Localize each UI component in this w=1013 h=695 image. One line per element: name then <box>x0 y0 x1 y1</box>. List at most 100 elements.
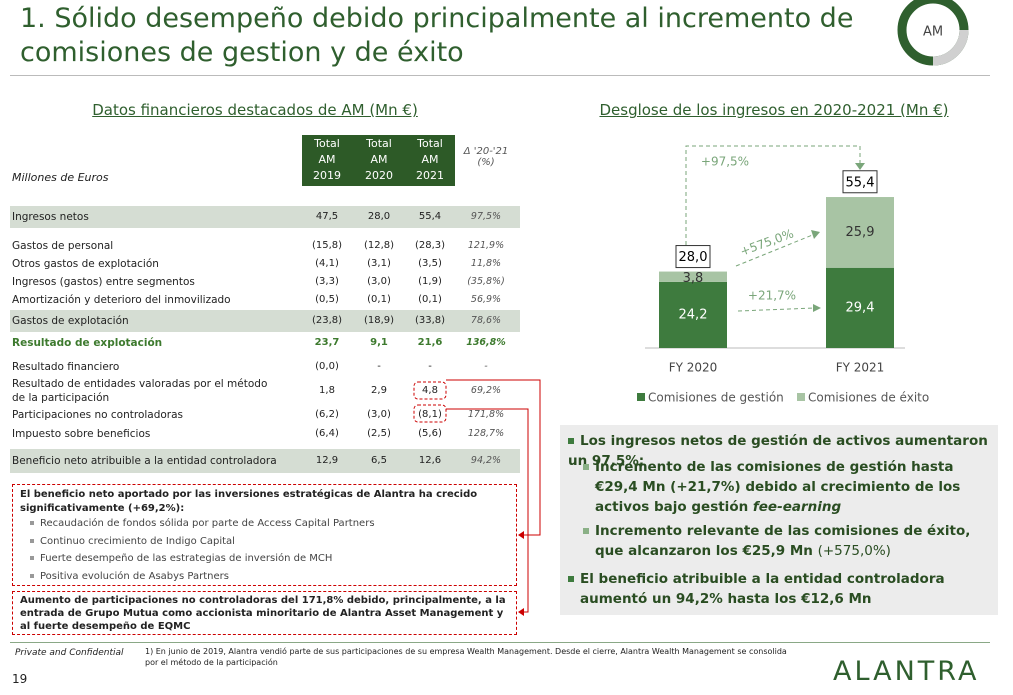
row-band <box>10 310 520 332</box>
cell: 4,8 <box>422 385 438 396</box>
row-label: Otros gastos de explotación <box>12 258 159 270</box>
cell: (0,0) <box>315 361 339 372</box>
annotation: +97,5% <box>701 155 749 169</box>
cell: 9,1 <box>370 337 388 348</box>
highlight-item: Incremento relevante de las comisiones d… <box>583 521 1000 561</box>
cell: (15,8) <box>311 240 343 251</box>
cell: (0,5) <box>315 294 339 305</box>
highlight-run: Incremento relevante de las comisiones d… <box>595 523 971 559</box>
row-label: Amortización y deterioro del inmovilizad… <box>12 294 231 306</box>
annotation: +21,7% <box>748 289 796 303</box>
table-title: Datos financieros destacados de AM (Mn €… <box>92 101 418 119</box>
bullet <box>30 538 34 543</box>
row-label: Beneficio neto atribuible a la entidad c… <box>12 455 277 467</box>
arrow-head <box>518 531 524 539</box>
delta-cell: 56,9% <box>470 294 502 305</box>
legend-label: Comisiones de éxito <box>808 391 929 405</box>
delta-cell: 94,2% <box>470 455 502 466</box>
cell: 2,9 <box>371 385 387 396</box>
cell: 47,5 <box>315 211 339 222</box>
delta-header: Δ '20-'21 (%) <box>463 146 509 168</box>
bar-segment <box>826 197 894 268</box>
delta-cell: (35,8%) <box>467 276 505 287</box>
cell: (3,1) <box>367 258 391 269</box>
row-label: Ingresos netos <box>12 211 89 223</box>
cell: 1,8 <box>319 385 335 396</box>
total-box <box>842 170 878 194</box>
delta-cell: 136,8% <box>466 337 506 348</box>
cell: (6,4) <box>315 428 339 439</box>
highlight: El beneficio atribuible a la entidad con… <box>568 569 1005 609</box>
cell: 28,0 <box>367 211 391 222</box>
highlight-circle <box>413 381 447 400</box>
note-item-text: Fuerte desempeño de las estrategias de i… <box>40 553 333 564</box>
note-item: Positiva evolución de Asabys Partners <box>30 570 510 584</box>
cell: (23,8) <box>311 315 343 326</box>
cell: - <box>377 361 381 372</box>
note-box <box>12 484 517 586</box>
arrow-head <box>811 230 820 239</box>
cell: 6,5 <box>371 455 387 466</box>
cell: 12,6 <box>418 455 442 466</box>
total-box <box>675 245 711 269</box>
column-header: Total AM 2021 <box>416 137 444 182</box>
arrow-head <box>813 304 821 312</box>
highlight-item: Incremento de las comisiones de gestión … <box>583 457 1000 517</box>
annotation-arrow <box>737 307 816 312</box>
confidential: Private and Confidential <box>15 648 124 658</box>
total-label: 55,4 <box>846 175 875 190</box>
bullet <box>583 528 589 534</box>
bar-segment <box>659 281 727 348</box>
cell: (4,1) <box>315 258 339 269</box>
bar-segment <box>659 271 727 282</box>
row-label: Gastos de personal <box>12 240 114 252</box>
bullet <box>30 573 34 578</box>
arrow-head <box>855 163 865 170</box>
column-header: Total AM 2020 <box>365 137 393 182</box>
value-label: 24,2 <box>679 307 708 322</box>
chart-title: Desglose de los ingresos en 2020-2021 (M… <box>599 101 949 119</box>
cell: (18,9) <box>363 315 395 326</box>
cell: (3,0) <box>367 409 391 420</box>
note-item: Recaudación de fondos sólida por parte d… <box>30 517 510 531</box>
arrow-head <box>518 608 524 616</box>
bar-segment <box>826 267 894 348</box>
row-band <box>10 206 520 228</box>
cell: 21,6 <box>417 337 443 348</box>
cell: (3,3) <box>315 276 339 287</box>
note-item: Continuo crecimiento de Indigo Capital <box>30 535 510 549</box>
delta-cell: 11,8% <box>470 258 502 269</box>
annotation-arrow <box>735 233 816 267</box>
cell: 55,4 <box>418 211 442 222</box>
chart: 24,2 3,8 28,0 FY 2020 29,4 25,9 55,4 FY 2021 +97… <box>637 145 929 405</box>
highlight-run: Incremento de las comisiones de gestión … <box>595 459 961 515</box>
legend-swatch <box>797 393 805 401</box>
note-item-text: Positiva evolución de Asabys Partners <box>40 570 229 582</box>
row-label: Resultado de explotación <box>12 337 163 349</box>
cell: (0,1) <box>418 294 442 305</box>
x-tick-label: FY 2020 <box>669 361 718 375</box>
cell: (8,1) <box>418 409 442 420</box>
cell: 12,9 <box>315 455 339 466</box>
column-header: Total AM 2019 <box>313 137 341 182</box>
delta-cell: 78,6% <box>470 315 502 326</box>
badge: AM <box>897 0 969 66</box>
cell: (1,9) <box>418 276 442 287</box>
unit-label: Millones de Euros <box>12 171 109 184</box>
legend-swatch <box>637 393 645 401</box>
title-rule <box>10 75 990 76</box>
badge-label: AM <box>923 25 943 40</box>
note-box <box>12 591 517 635</box>
highlight-circle <box>413 404 447 423</box>
note-text: Aumento de participaciones no controlado… <box>20 595 506 632</box>
row-label: Participaciones no controladoras <box>12 409 184 421</box>
value-label: 3,8 <box>683 271 704 286</box>
total-label: 28,0 <box>679 250 708 265</box>
cell: (2,5) <box>367 428 391 439</box>
footnote: 1) En junio de 2019, Alantra vendió part… <box>145 647 787 667</box>
cell: (28,3) <box>414 240 446 251</box>
annotation-arrow <box>685 145 861 245</box>
row-label: Resultado de entidades valoradas por el … <box>12 378 268 404</box>
